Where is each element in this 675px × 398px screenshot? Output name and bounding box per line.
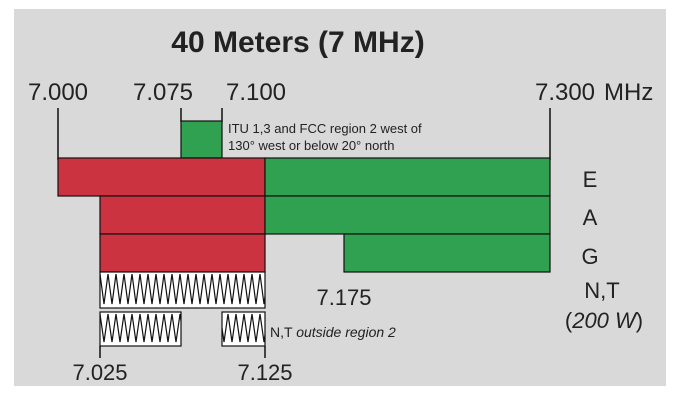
- unit-label: MHz: [604, 79, 653, 106]
- row-a-green-segment: [264, 195, 551, 235]
- freq-label-7025: 7.025: [72, 360, 127, 385]
- class-label-a: A: [583, 205, 598, 230]
- freq-label-7000: 7.000: [28, 79, 88, 106]
- freq-label-7300: 7.300: [535, 79, 595, 106]
- row-g-green-segment: [343, 233, 551, 273]
- class-label-nt: N,T: [584, 278, 619, 303]
- itu-note-line1: ITU 1,3 and FCC region 2 west of: [228, 121, 422, 136]
- itu-note-line2: 130° west or below 20° north: [228, 138, 395, 153]
- freq-label-7100: 7.100: [226, 79, 286, 106]
- nt-outside-label: N,T outside region 2: [270, 324, 396, 340]
- freq-label-7125: 7.125: [237, 360, 292, 385]
- diagram-title: 40 Meters (7 MHz): [171, 26, 424, 59]
- nt-outside-segment-high: [221, 311, 266, 347]
- row-e-red-segment: [57, 157, 266, 197]
- row-e-green-segment: [264, 157, 551, 197]
- freq-label-7175: 7.175: [316, 285, 371, 310]
- freq-label-7075: 7.075: [133, 79, 193, 106]
- row-a-red-segment: [99, 195, 266, 235]
- nt-power-label: (200 W): [565, 308, 643, 333]
- row-nt-cw-segment: [99, 271, 266, 309]
- nt-outside-segment-low: [99, 311, 182, 347]
- class-label-e: E: [583, 167, 598, 192]
- class-label-g: G: [581, 244, 598, 269]
- row-g-red-segment: [99, 233, 266, 273]
- itu-segment: [180, 120, 223, 159]
